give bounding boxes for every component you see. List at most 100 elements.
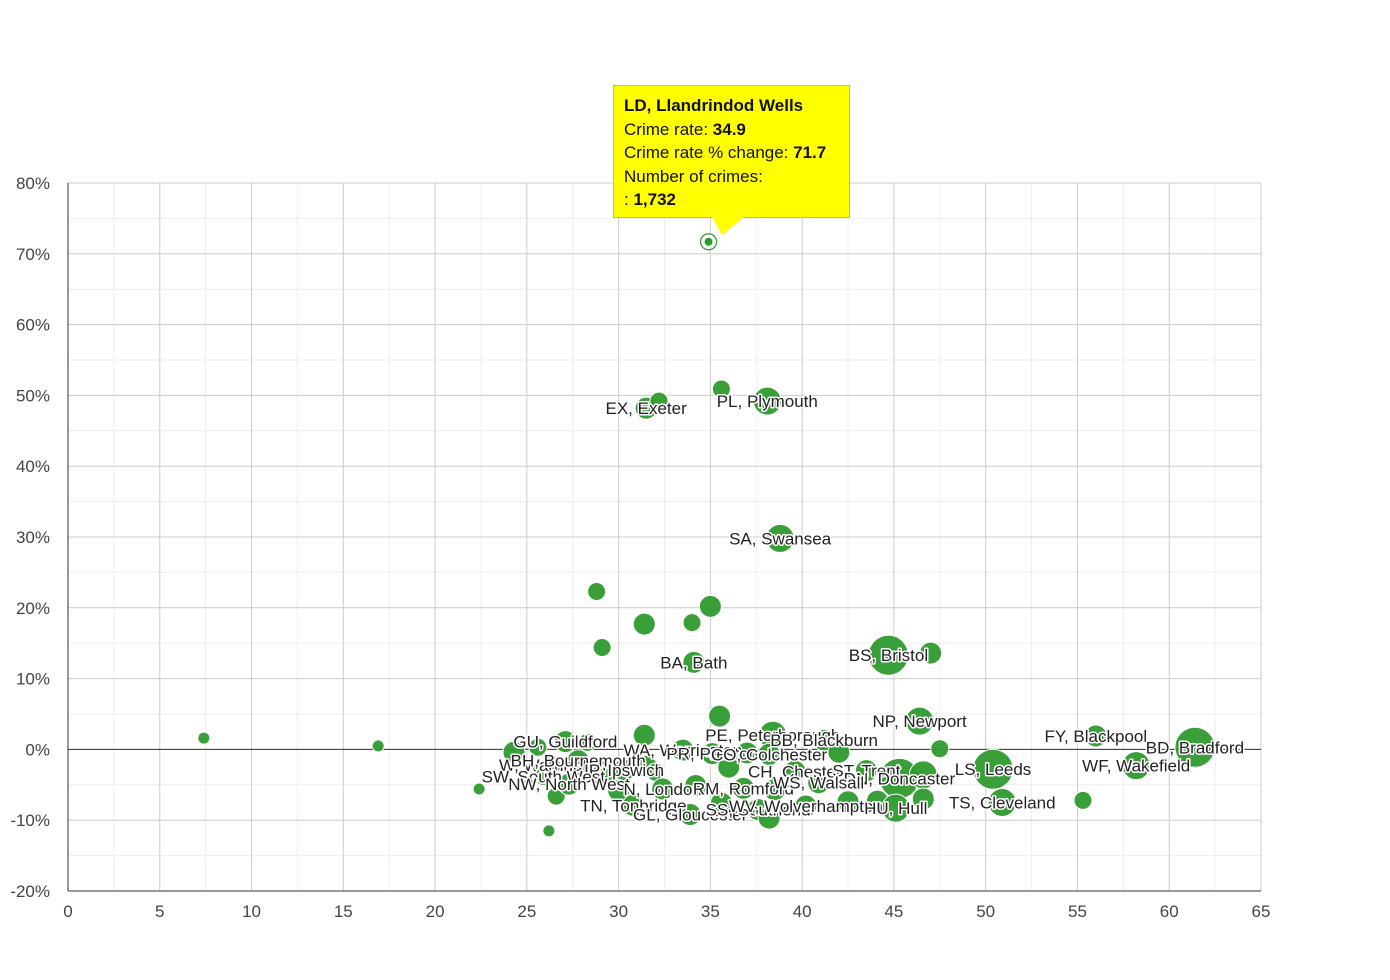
- data-point: [867, 634, 909, 676]
- data-point-highlighted: [704, 237, 713, 246]
- data-points: [197, 233, 1216, 838]
- data-point-label: LS, Leeds: [955, 760, 1032, 779]
- y-tick-label: 60%: [16, 316, 50, 335]
- data-point: [708, 704, 732, 728]
- data-point: [709, 791, 733, 815]
- data-point: [911, 787, 935, 811]
- x-tick-label: 15: [334, 902, 353, 921]
- data-point: [592, 637, 612, 657]
- data-point: [1084, 724, 1108, 748]
- data-point: [528, 737, 548, 757]
- y-tick-label: 0%: [25, 740, 50, 759]
- point-labels: EX, Exeter PL, Plymouth SA, Swansea BA, Bat…: [480, 391, 1245, 826]
- data-point: [566, 749, 590, 773]
- data-point-label: BA, Bath: [660, 653, 727, 672]
- data-point-label: BB, Blackburn: [770, 731, 878, 750]
- data-point: [827, 740, 851, 764]
- data-point: [502, 740, 526, 764]
- data-point: [542, 824, 556, 838]
- data-point: [553, 730, 577, 754]
- data-point: [765, 523, 795, 553]
- data-point-label: PR, Preston: [666, 745, 758, 764]
- x-tick-label: 5: [155, 902, 164, 921]
- data-point: [671, 738, 695, 762]
- data-point: [763, 778, 787, 802]
- data-point-label: NP, Newport: [873, 712, 967, 731]
- data-point: [678, 803, 702, 827]
- data-point: [651, 777, 675, 801]
- tooltip-rate-value: 34.9: [712, 119, 746, 139]
- data-point: [783, 759, 807, 783]
- data-point: [711, 379, 731, 399]
- tooltip-rate-change: Crime rate % change: 71.7: [624, 141, 839, 165]
- data-point-label: NW, North West: [508, 775, 630, 794]
- chart-axes: [67, 183, 1261, 892]
- tooltip-count-prefix: :: [624, 190, 634, 209]
- data-point-label: DN, Doncaster: [844, 769, 956, 788]
- y-tick-label: 10%: [16, 670, 50, 689]
- data-point: [881, 793, 911, 823]
- x-tick-label: 40: [793, 902, 812, 921]
- data-point-label: ST, Trent: [832, 762, 900, 781]
- x-tick-label: 35: [701, 902, 720, 921]
- data-point: [905, 706, 935, 736]
- data-point-label: WA, Warrington: [623, 741, 742, 760]
- data-point: [632, 612, 656, 636]
- y-tick-label: -10%: [10, 811, 50, 830]
- data-point: [1174, 726, 1216, 768]
- data-point-label: BS, Bristol: [849, 646, 928, 665]
- x-tick-label: 60: [1160, 902, 1179, 921]
- data-point: [752, 386, 782, 416]
- y-tick-label: 20%: [16, 599, 50, 618]
- x-tick-label: 45: [884, 902, 903, 921]
- y-tick-label: 50%: [16, 386, 50, 405]
- data-point-label: BH, Bournemouth: [511, 752, 646, 771]
- tooltip-crime-rate: Crime rate: 34.9: [624, 118, 839, 142]
- data-point: [757, 742, 781, 766]
- x-tick-label: 20: [426, 902, 445, 921]
- data-point-label: SA, Swansea: [729, 529, 832, 548]
- data-point: [700, 742, 724, 766]
- tooltip-count-value: 1,732: [633, 190, 676, 209]
- x-tick-label: 0: [63, 902, 72, 921]
- data-point-label: SS, Southend: [706, 801, 811, 820]
- data-point: [682, 650, 706, 674]
- tooltip-rate-label: Crime rate:: [624, 119, 713, 139]
- data-point: [757, 806, 781, 830]
- x-tick-label: 65: [1252, 902, 1271, 921]
- data-point: [577, 732, 597, 752]
- data-point: [1121, 751, 1151, 781]
- data-point: [371, 739, 385, 753]
- data-point-label: GL, Gloucester: [633, 806, 748, 825]
- data-point-label: SW, South West: [482, 767, 606, 786]
- data-point: [807, 771, 831, 795]
- data-point-label: WF, Wakefield: [1082, 757, 1190, 776]
- data-point: [731, 776, 755, 800]
- data-point-label: W, Warrington: [499, 756, 606, 775]
- x-tick-label: 25: [517, 902, 536, 921]
- y-tick-label: 30%: [16, 528, 50, 547]
- data-point-label: WV, Wolverhampton: [729, 797, 883, 816]
- data-point: [533, 766, 553, 786]
- data-point: [587, 582, 607, 602]
- tooltip-crime-count-label: Number of crimes:: [624, 166, 763, 186]
- tooltip-crime-count: : 1,732: [624, 188, 839, 212]
- data-point: [621, 793, 645, 817]
- data-point-label: HU, Hull: [864, 799, 927, 818]
- data-point: [682, 613, 702, 633]
- data-point: [632, 723, 656, 747]
- data-point-label: IP, Ipswich: [584, 761, 664, 780]
- data-point: [987, 788, 1017, 817]
- data-point: [930, 739, 950, 759]
- tooltip-title: LD, Llandrindod Wells: [624, 96, 804, 115]
- data-point: [794, 794, 818, 818]
- data-point-label: CO, Colchester: [711, 745, 828, 764]
- data-point-label: FY, Blackpool: [1044, 727, 1147, 746]
- data-point: [717, 755, 741, 779]
- data-point: [472, 782, 486, 796]
- data-point-label: CH, Chester: [748, 762, 842, 781]
- data-point: [1073, 790, 1093, 810]
- data-point: [698, 594, 722, 618]
- data-point-label: EX, Exeter: [606, 399, 688, 418]
